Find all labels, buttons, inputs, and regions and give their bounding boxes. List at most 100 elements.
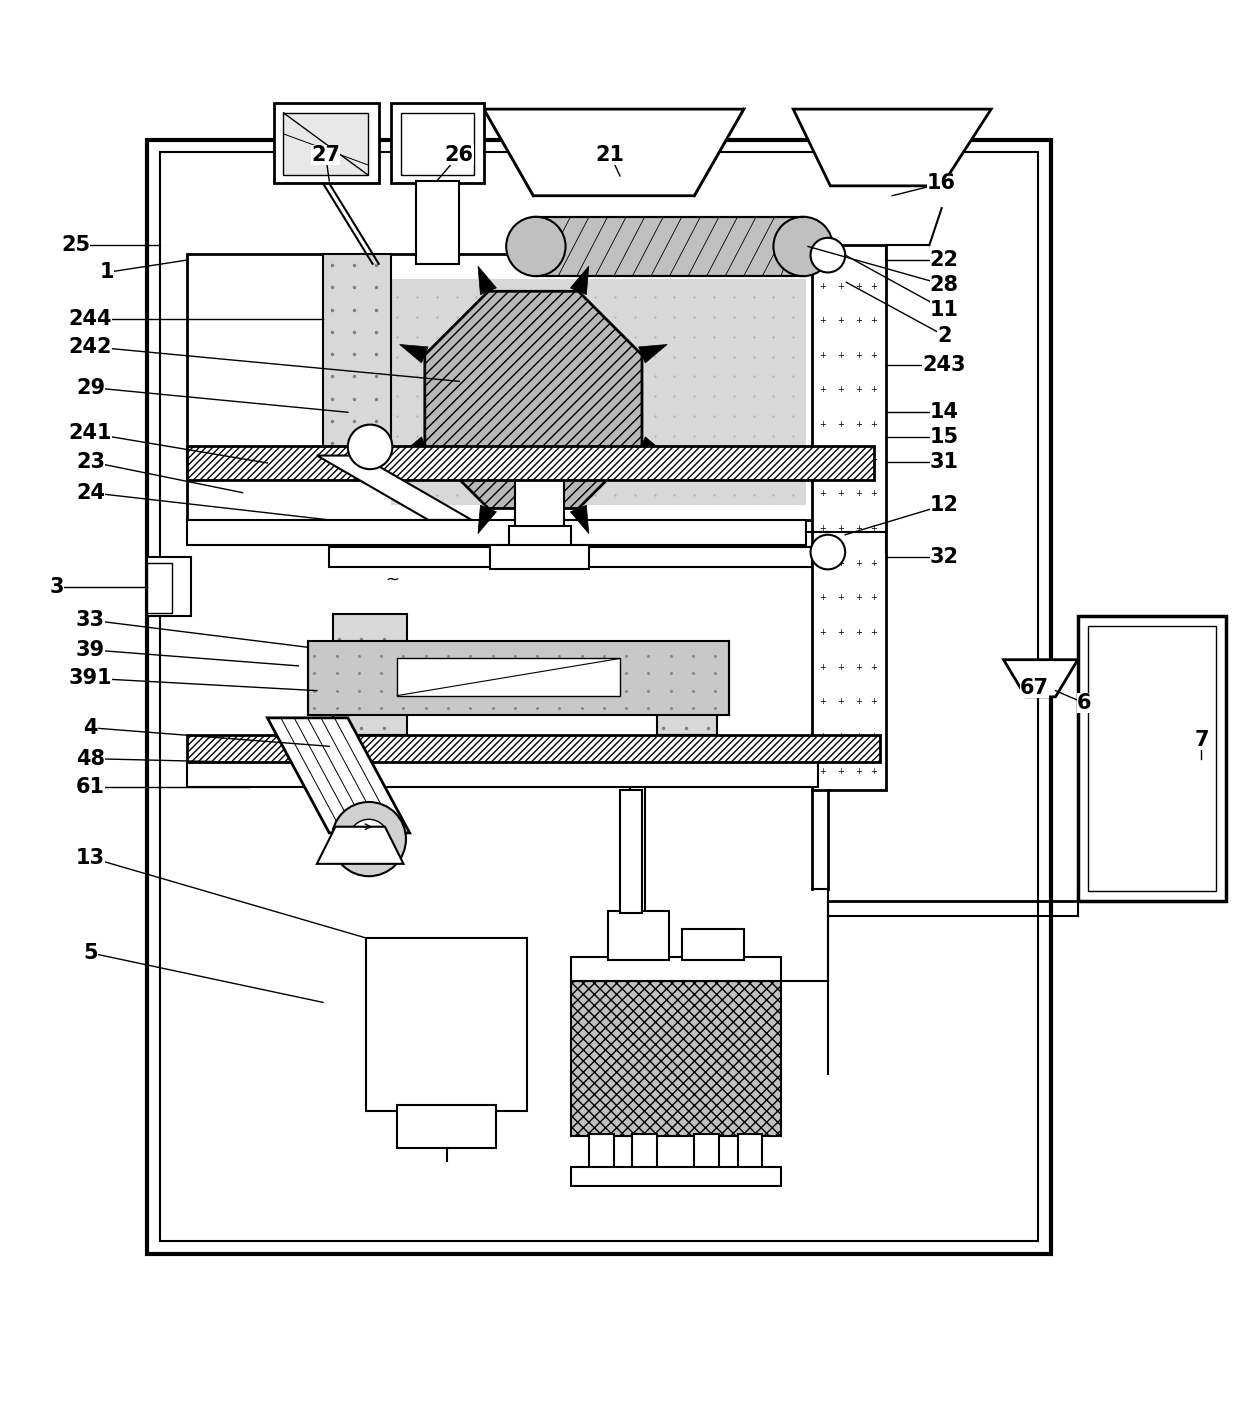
Text: +: + [837, 733, 843, 741]
Text: 16: 16 [928, 173, 956, 194]
Polygon shape [570, 505, 589, 534]
Text: +: + [870, 558, 877, 568]
Bar [632, 1133, 657, 1173]
Text: 29: 29 [76, 377, 105, 398]
Text: 23: 23 [76, 451, 105, 472]
Text: +: + [837, 281, 843, 291]
Text: +: + [870, 281, 877, 291]
Text: +: + [837, 558, 843, 568]
Text: +: + [856, 766, 862, 776]
Text: +: + [856, 662, 862, 672]
Text: 27: 27 [311, 145, 340, 165]
Text: +: + [820, 558, 826, 568]
Polygon shape [477, 266, 496, 295]
Polygon shape [399, 344, 428, 363]
Text: +: + [820, 733, 826, 741]
Text: 12: 12 [930, 495, 959, 515]
Text: +: + [820, 316, 826, 325]
Circle shape [774, 217, 833, 276]
Bar [324, 254, 391, 456]
Circle shape [811, 534, 846, 569]
Circle shape [332, 801, 405, 876]
Text: 242: 242 [68, 336, 112, 357]
Circle shape [811, 238, 846, 273]
Text: +: + [856, 352, 862, 360]
Bar [366, 938, 527, 1111]
Text: +: + [856, 733, 862, 741]
Text: +: + [820, 385, 826, 395]
Text: +: + [870, 697, 877, 706]
Text: +: + [856, 489, 862, 498]
Text: +: + [837, 420, 843, 429]
Bar [148, 141, 1050, 1254]
Text: +: + [820, 454, 826, 464]
Polygon shape [317, 827, 403, 863]
Text: +: + [837, 385, 843, 395]
Text: 15: 15 [930, 427, 959, 447]
Bar [187, 735, 880, 762]
Bar [187, 254, 880, 520]
Text: +: + [856, 281, 862, 291]
Text: 48: 48 [76, 748, 105, 769]
Bar [657, 661, 717, 735]
Bar [391, 278, 806, 505]
Text: 6: 6 [1076, 693, 1091, 713]
Bar [589, 1133, 614, 1173]
Text: 1: 1 [99, 263, 114, 283]
Text: +: + [837, 524, 843, 533]
Text: +: + [837, 316, 843, 325]
Text: +: + [856, 593, 862, 602]
Bar [187, 762, 818, 787]
Polygon shape [639, 344, 667, 363]
Circle shape [348, 820, 388, 859]
Text: +: + [870, 766, 877, 776]
Text: 67: 67 [1021, 678, 1049, 699]
Text: 244: 244 [68, 309, 112, 329]
Circle shape [506, 217, 565, 276]
Text: +: + [870, 489, 877, 498]
Text: +: + [820, 489, 826, 498]
Bar [187, 446, 874, 481]
Text: 3: 3 [50, 576, 64, 596]
Bar [148, 564, 172, 613]
Text: +: + [837, 593, 843, 602]
Bar [682, 929, 744, 960]
Text: 24: 24 [76, 482, 105, 503]
Text: +: + [856, 524, 862, 533]
Bar [160, 152, 1038, 1241]
Text: +: + [870, 628, 877, 637]
Bar [508, 526, 570, 548]
Text: +: + [856, 316, 862, 325]
Text: +: + [820, 281, 826, 291]
Polygon shape [1003, 659, 1078, 697]
Text: +: + [837, 454, 843, 464]
Text: 21: 21 [595, 145, 625, 165]
Text: +: + [837, 352, 843, 360]
Text: +: + [837, 628, 843, 637]
Bar [334, 614, 407, 735]
Bar [1078, 616, 1226, 901]
Polygon shape [484, 110, 744, 195]
Bar [570, 1167, 781, 1185]
Text: +: + [820, 697, 826, 706]
Text: +: + [837, 662, 843, 672]
Text: 4: 4 [83, 717, 98, 738]
Bar [397, 1105, 496, 1149]
Text: +: + [870, 593, 877, 602]
Bar [415, 181, 459, 264]
Bar [533, 217, 806, 276]
Text: +: + [820, 662, 826, 672]
Text: +: + [856, 628, 862, 637]
Bar [812, 245, 887, 790]
Polygon shape [425, 291, 642, 509]
Polygon shape [268, 718, 409, 832]
Text: +: + [820, 593, 826, 602]
Bar [148, 557, 191, 616]
Text: 241: 241 [68, 423, 112, 443]
Text: +: + [856, 697, 862, 706]
Text: 7: 7 [1194, 730, 1209, 751]
Text: 11: 11 [930, 299, 959, 319]
Text: +: + [870, 733, 877, 741]
Text: 243: 243 [923, 356, 966, 375]
Text: 31: 31 [930, 451, 959, 472]
